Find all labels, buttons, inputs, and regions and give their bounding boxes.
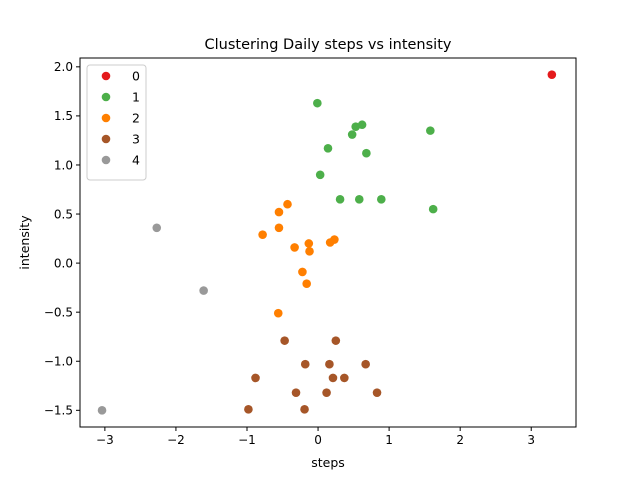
legend-marker [101,92,111,102]
legend-marker [101,155,111,165]
x-tick-label: −2 [167,433,185,447]
x-tick-label: 1 [385,433,393,447]
data-point [290,243,299,252]
y-tick-label: −1.0 [44,355,73,369]
chart-title: Clustering Daily steps vs intensity [205,37,452,53]
data-point [335,195,345,204]
data-point [361,359,370,369]
data-point [280,336,289,345]
data-point [328,373,338,383]
plot-area [97,70,557,415]
data-point [251,373,260,383]
legend-marker [101,71,111,81]
x-tick-label: 2 [456,433,464,447]
x-axis: −3 −2 −1 0 1 2 3 [96,427,535,447]
data-point [273,308,283,318]
data-point [362,148,371,158]
y-tick-label: 2.0 [54,60,73,74]
y-tick-label: 1.0 [54,158,73,172]
legend-marker [101,134,111,144]
data-point [302,279,311,289]
data-point [313,98,322,108]
data-point [372,388,382,397]
data-point [300,405,309,414]
data-point [274,207,284,217]
data-point [323,143,333,153]
data-point [325,238,335,247]
data-point [377,195,386,204]
data-point [291,388,301,397]
data-point [428,204,438,214]
plot-frame [79,57,577,428]
x-tick-label: −1 [238,433,256,447]
data-point [300,359,310,369]
data-point [547,70,557,79]
data-point [244,405,253,414]
y-tick-label: 0.0 [54,256,73,270]
legend-marker [101,113,111,123]
data-point [97,406,107,415]
legend-box [86,64,147,181]
x-tick-label: 3 [527,433,535,447]
data-point [325,359,334,369]
data-point [258,230,267,239]
data-point [347,130,357,139]
data-point [354,195,364,204]
data-point [322,388,331,397]
legend-label: 0 [132,69,140,84]
data-point [331,336,341,345]
legend-label: 4 [132,153,140,168]
data-point [304,239,314,248]
data-point [426,126,435,135]
legend-label: 1 [132,90,140,105]
x-tick-label: 0 [314,433,322,447]
data-point [340,373,349,383]
y-tick-label: 0.5 [54,207,73,221]
data-point [283,199,292,209]
data-point [298,267,307,277]
data-point [274,223,284,233]
legend: 0 1 2 3 4 [86,64,147,181]
x-tick-label: −3 [96,433,114,447]
x-axis-label: steps [311,455,345,470]
legend-label: 2 [132,111,140,126]
data-point [357,120,367,130]
data-point [199,286,208,295]
data-point [315,170,325,180]
y-tick-label: 1.5 [54,109,73,123]
y-axis: −1.5 −1.0 −0.5 0.0 0.5 1.0 1.5 2.0 [44,60,80,418]
legend-label: 3 [132,132,140,147]
data-point [305,247,314,256]
y-tick-label: −1.5 [44,404,73,418]
y-axis-label: intensity [17,215,32,270]
y-tick-label: −0.5 [44,305,73,319]
data-point [152,223,162,233]
